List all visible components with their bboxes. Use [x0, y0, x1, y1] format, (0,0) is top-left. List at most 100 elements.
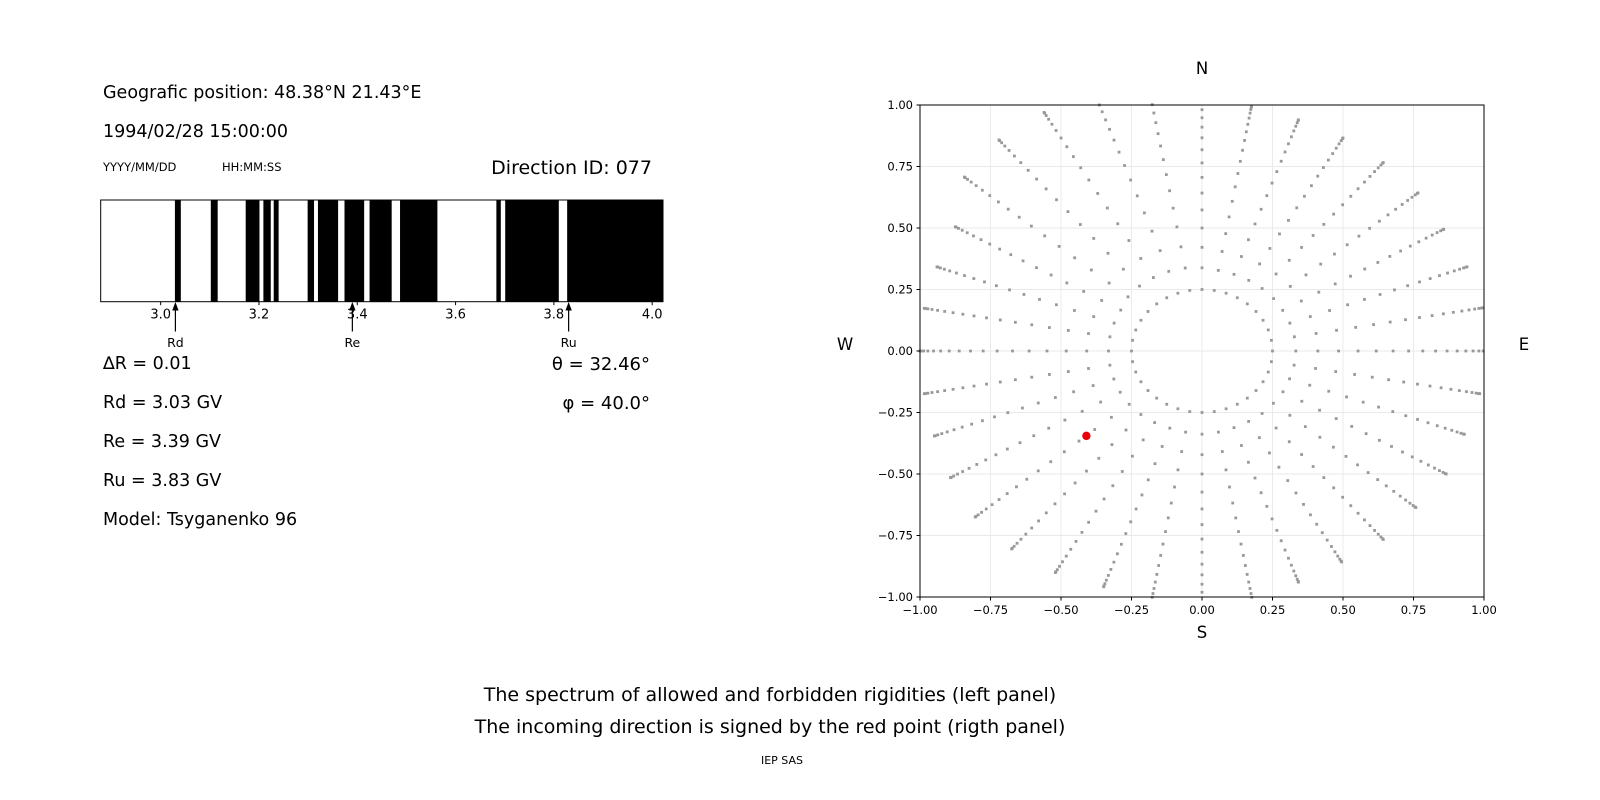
- direction-dot: [1341, 136, 1345, 140]
- direction-dot: [1141, 438, 1145, 442]
- direction-dot: [936, 433, 940, 437]
- direction-dot: [1108, 335, 1112, 339]
- direction-dot: [1451, 310, 1455, 314]
- allowed-band: [567, 200, 663, 302]
- direction-dot: [980, 510, 983, 514]
- direction-dot: [1260, 287, 1264, 290]
- direction-dot: [951, 311, 955, 315]
- direction-dot: [1398, 494, 1402, 498]
- direction-dot: [1015, 541, 1019, 545]
- direction-dot: [1404, 414, 1408, 418]
- direction-dot: [1314, 332, 1318, 335]
- direction-dot: [1455, 430, 1459, 434]
- direction-dot: [1127, 402, 1131, 406]
- direction-dot: [1281, 308, 1285, 312]
- direction-dot: [1346, 303, 1350, 307]
- compass-label-west: W: [836, 335, 854, 354]
- x-tick-label: 0.50: [1330, 603, 1356, 617]
- direction-dot: [936, 308, 940, 312]
- direction-dot: [1270, 360, 1273, 364]
- direction-dot: [1087, 520, 1091, 524]
- direction-id-label: Direction ID: 077: [491, 157, 652, 179]
- direction-dot: [981, 419, 984, 423]
- direction-dot: [1155, 302, 1159, 306]
- direction-dot: [1066, 210, 1070, 214]
- direction-dot: [1135, 194, 1139, 198]
- direction-dot: [1260, 412, 1264, 415]
- direction-dot: [1281, 390, 1285, 394]
- direction-dot: [1391, 349, 1395, 353]
- direction-dot: [1333, 550, 1337, 554]
- direction-dot: [922, 392, 926, 396]
- direction-dot: [1243, 139, 1246, 142]
- direction-dot: [1134, 507, 1138, 511]
- direction-dot: [1089, 268, 1093, 272]
- direction-dot: [1100, 110, 1104, 114]
- direction-dot: [1235, 402, 1239, 406]
- direction-dot: [1434, 349, 1438, 353]
- direction-dot: [1421, 349, 1425, 353]
- direction-dot: [1072, 390, 1076, 394]
- direction-dot: [1326, 158, 1330, 162]
- spectrum-tick-label: 3.0: [150, 308, 171, 323]
- direction-dot: [1146, 310, 1150, 313]
- x-tick-label: 0.00: [1189, 603, 1215, 617]
- direction-dot: [956, 472, 959, 476]
- direction-dot: [1308, 315, 1312, 319]
- direction-dot: [1249, 592, 1253, 595]
- direction-dot: [1295, 577, 1299, 581]
- direction-dot: [1478, 392, 1482, 396]
- direction-dot: [1481, 349, 1485, 353]
- direction-dot: [1155, 396, 1159, 400]
- direction-dot: [1220, 250, 1224, 253]
- x-tick-label: 1.00: [1471, 603, 1497, 617]
- direction-dot: [1200, 266, 1204, 270]
- direction-dot: [1175, 225, 1179, 229]
- direction-dot: [1200, 432, 1204, 436]
- direction-dot: [1292, 129, 1296, 133]
- direction-dot: [1388, 255, 1392, 258]
- direction-dot: [1337, 349, 1341, 353]
- direction-dot: [966, 177, 969, 181]
- direction-dot: [1297, 118, 1300, 122]
- direction-dot: [1376, 532, 1380, 536]
- direction-dot: [1044, 187, 1048, 191]
- direction-dot: [969, 180, 973, 184]
- direction-dot: [1079, 166, 1083, 170]
- direction-dot: [1288, 284, 1292, 288]
- direction-dot: [1236, 172, 1240, 175]
- direction-dot: [1005, 492, 1009, 495]
- direction-dot: [1188, 410, 1192, 413]
- direction-dot: [1087, 332, 1090, 335]
- direction-dot: [1200, 537, 1204, 541]
- direction-dot: [1054, 303, 1058, 307]
- direction-dot: [1054, 129, 1058, 132]
- direction-dot: [1406, 284, 1410, 288]
- direction-dot: [1277, 465, 1281, 469]
- direction-dot: [1085, 349, 1089, 353]
- direction-dot: [1248, 587, 1252, 590]
- direction-dot: [1117, 150, 1121, 154]
- direction-dot: [1452, 269, 1456, 273]
- direction-dot: [1127, 239, 1131, 242]
- direction-dot: [1334, 417, 1338, 420]
- direction-dot: [1394, 207, 1398, 211]
- direction-dot: [952, 474, 956, 478]
- direction-dot: [1013, 320, 1017, 324]
- direction-dot: [1058, 564, 1061, 568]
- direction-dot: [1139, 318, 1143, 322]
- direction-dot: [1062, 450, 1066, 454]
- direction-dot: [1150, 229, 1154, 233]
- direction-dot: [1155, 573, 1159, 576]
- direction-dot: [1294, 124, 1298, 128]
- direction-dot: [930, 391, 934, 394]
- direction-dot: [1270, 181, 1274, 185]
- direction-dot: [1254, 389, 1258, 392]
- direction-dot: [1320, 531, 1324, 535]
- direction-dot: [1289, 563, 1293, 567]
- direction-dot: [1167, 269, 1171, 273]
- direction-dot: [1140, 493, 1144, 497]
- direction-dot: [1073, 481, 1077, 485]
- direction-dot: [1319, 262, 1323, 266]
- direction-dot: [1024, 532, 1028, 536]
